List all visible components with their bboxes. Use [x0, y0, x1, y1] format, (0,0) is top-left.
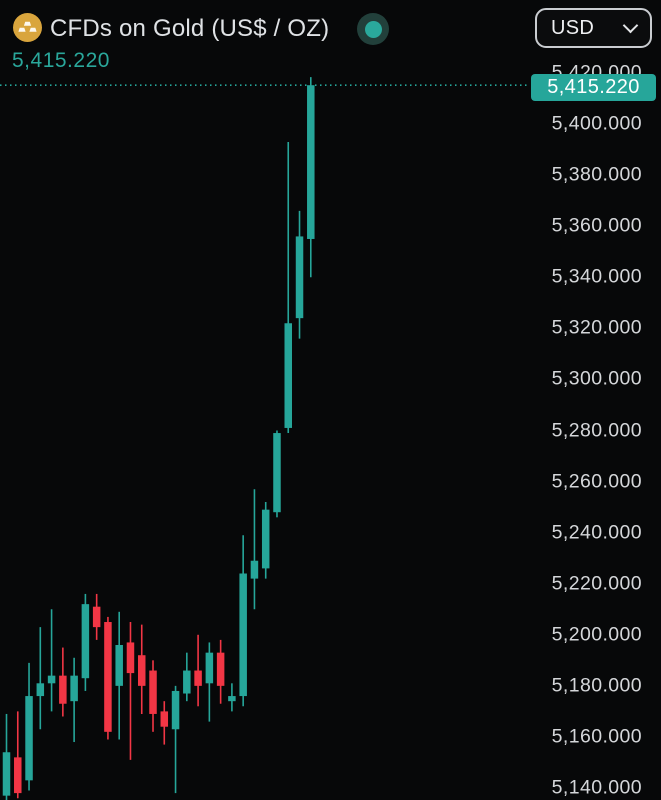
candle-body [2, 752, 11, 796]
candle [59, 647, 67, 717]
axis-tick-label: 5,180.000 [551, 674, 642, 697]
candle [183, 652, 191, 702]
axis-tick-label: 5,300.000 [551, 367, 642, 390]
candle [2, 713, 11, 800]
candle-body [70, 675, 78, 702]
axis-tick-label: 5,400.000 [551, 112, 642, 135]
axis-tick-label: 5,380.000 [551, 163, 642, 186]
candle-body [25, 696, 33, 781]
market-open-dot [364, 20, 382, 38]
axis-tick-label: 5,320.000 [551, 316, 642, 339]
axis-tick-label: 5,280.000 [551, 419, 642, 441]
candle-body [160, 711, 169, 727]
current-price-badge-label: 5,415.220 [547, 76, 640, 99]
candle [273, 430, 281, 518]
candle-body [92, 606, 101, 628]
candle-body [36, 683, 45, 697]
candle [261, 502, 270, 579]
candle [250, 489, 259, 610]
candle-body [59, 675, 67, 704]
candle [92, 593, 101, 640]
candle-body [295, 236, 304, 319]
candle-body [284, 323, 292, 428]
candle-body [239, 573, 247, 697]
candle-body [149, 670, 157, 714]
candle-body [205, 652, 214, 684]
candle-body [250, 560, 259, 579]
chart-header: CFDs on Gold (US$ / OZ) 5,415.220 USD [0, 0, 661, 78]
candle-body [126, 642, 135, 674]
candle-body [14, 757, 22, 794]
candle-body [216, 652, 225, 686]
axis-tick-label: 5,340.000 [551, 265, 642, 288]
symbol-title: CFDs on Gold (US$ / OZ) [50, 15, 330, 42]
candle-body [115, 645, 123, 686]
candle [171, 685, 180, 794]
current-price-badge: 5,415.220 [531, 74, 656, 102]
currency-dropdown[interactable]: USD [535, 8, 652, 48]
axis-tick-label: 5,220.000 [551, 572, 642, 595]
price-axis[interactable]: 5,420.000 5,400.000 5,380.000 5,360.000 5,34… [530, 0, 661, 800]
candle [81, 593, 90, 691]
chevron-down-icon [622, 17, 639, 34]
candle [70, 657, 78, 743]
candle [25, 662, 33, 791]
candle [216, 639, 225, 704]
candle-body [228, 696, 236, 702]
candle-body [194, 670, 202, 686]
candle [47, 609, 56, 712]
candle-body [137, 655, 146, 686]
axis-tick-label: 5,360.000 [551, 214, 642, 237]
axis-tick-label: 5,160.000 [551, 725, 642, 748]
candle [149, 660, 157, 732]
axis-tick-label: 5,200.000 [551, 623, 642, 646]
candle [295, 210, 304, 339]
gold-bars-icon [13, 13, 42, 42]
currency-dropdown-value: USD [551, 16, 595, 39]
candle [284, 141, 292, 434]
candle-body [171, 690, 180, 730]
candle [307, 77, 315, 278]
candle-body [307, 85, 315, 239]
candle-body [273, 433, 281, 513]
candle [194, 634, 202, 707]
candle-body [81, 604, 90, 679]
axis-tick-label: 5,240.000 [551, 521, 642, 544]
candle [115, 611, 123, 740]
last-price-value: 5,415.220 [12, 49, 110, 72]
candle [205, 642, 214, 722]
candle [126, 622, 135, 760]
axis-tick-label: 5,260.000 [551, 470, 642, 493]
market-open-icon [357, 13, 389, 45]
candle-body [183, 670, 191, 694]
candle-body [47, 675, 56, 684]
axis-tick-label: 5,140.000 [551, 776, 642, 799]
candle [239, 535, 247, 707]
candle [14, 711, 22, 799]
candle [137, 624, 146, 714]
candle-body [104, 622, 112, 732]
candle [228, 683, 236, 712]
candle [160, 701, 169, 745]
candle [104, 616, 112, 740]
candle-body [261, 509, 270, 569]
candle [36, 627, 45, 730]
